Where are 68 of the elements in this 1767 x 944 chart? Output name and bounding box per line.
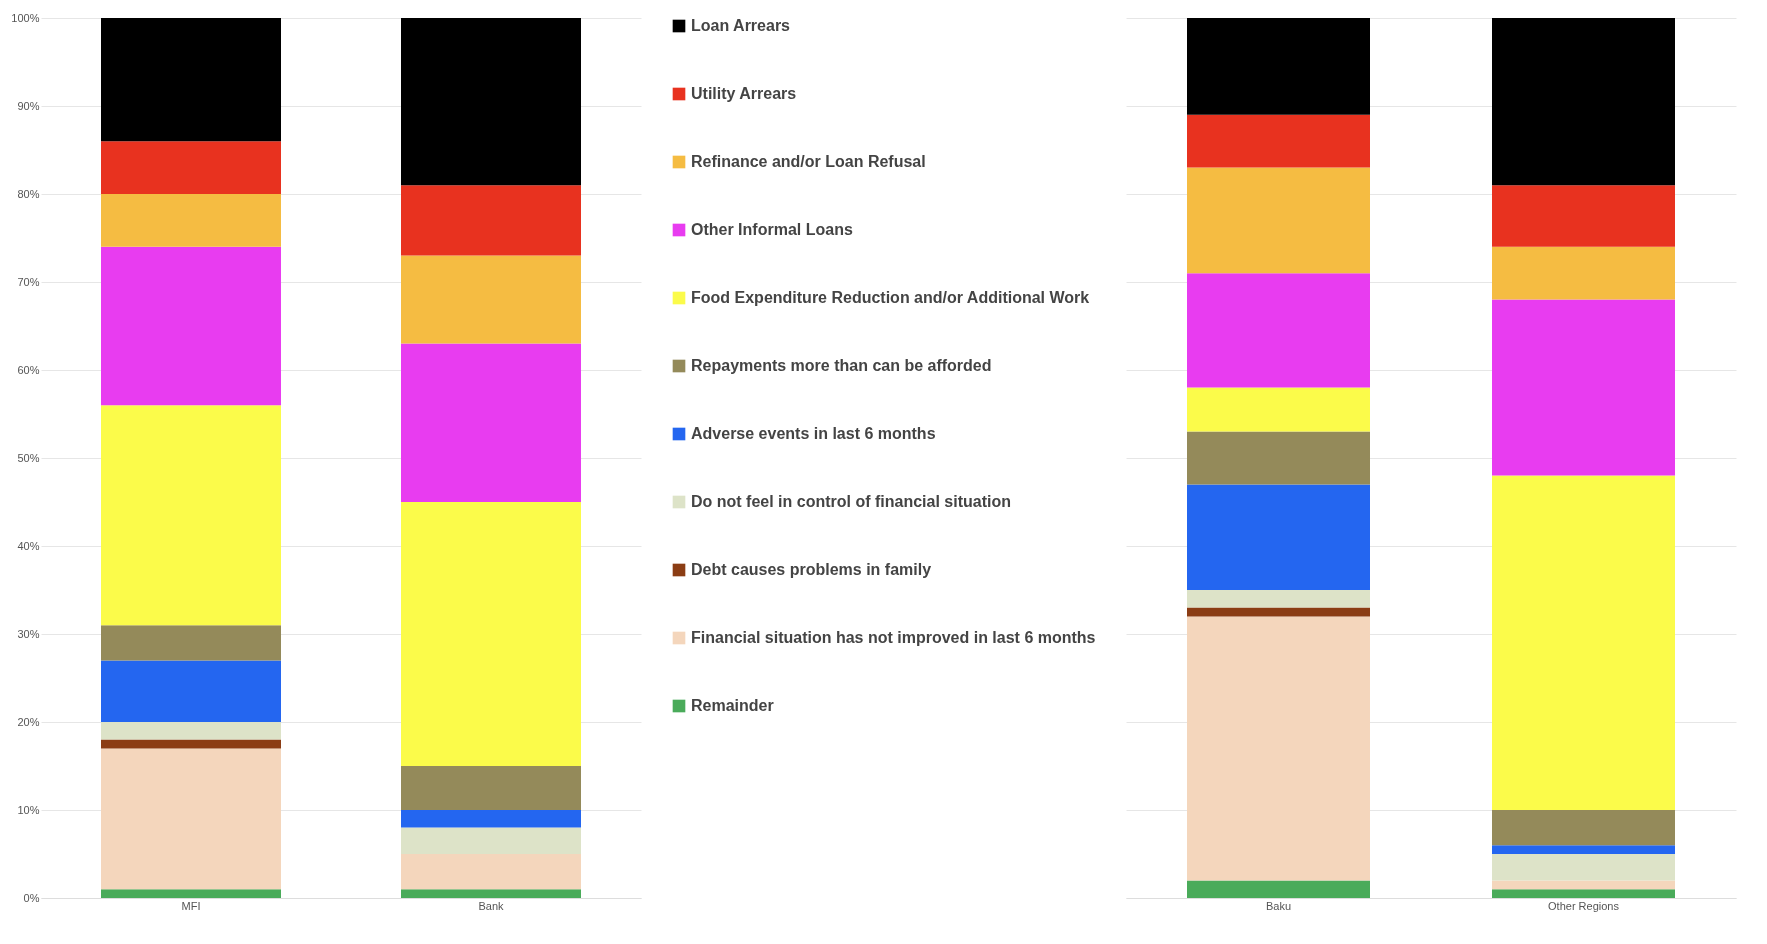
y-tick-label: 100%	[11, 11, 40, 24]
bar	[101, 246, 281, 406]
x-tick-label: Baku	[1265, 899, 1292, 912]
bar	[1187, 273, 1370, 388]
bar	[401, 810, 581, 828]
legend-label: Loan Arrears	[691, 17, 791, 34]
bar	[1492, 18, 1675, 186]
y-tick-label: 70%	[17, 275, 40, 288]
y-tick-label: 20%	[17, 715, 40, 728]
bar	[1187, 590, 1370, 608]
legend-label: Refinance and/or Loan Refusal	[691, 153, 926, 170]
legend-label: Financial situation has not improved in last 6 months	[691, 629, 1096, 646]
bar	[401, 889, 581, 898]
legend-label: Remainder	[691, 697, 774, 714]
bar	[1492, 854, 1675, 881]
bar	[101, 660, 281, 722]
legend-label: Other Informal Loans	[691, 221, 853, 238]
bar	[401, 766, 581, 810]
y-tick-label: 30%	[17, 627, 40, 640]
bar	[1492, 845, 1675, 854]
bar	[101, 194, 281, 247]
bar	[1187, 114, 1370, 168]
y-tick-label: 90%	[17, 99, 40, 112]
bar	[101, 739, 281, 749]
bar	[1492, 246, 1675, 300]
y-tick-label: 10%	[17, 803, 40, 816]
bar	[1187, 387, 1370, 432]
y-tick-label: 40%	[17, 539, 40, 552]
bar	[101, 722, 281, 740]
bar	[401, 827, 581, 854]
bar	[1187, 607, 1370, 617]
bar	[401, 502, 581, 766]
bar	[1187, 18, 1370, 115]
bar	[401, 854, 581, 890]
legend-label: Do not feel in control of financial situation	[691, 493, 1011, 510]
bar	[1492, 185, 1675, 247]
bar	[401, 343, 581, 502]
bar	[1187, 431, 1370, 485]
bar	[1492, 299, 1675, 476]
legend-label: Repayments more than can be afforded	[691, 357, 992, 374]
bar	[1492, 810, 1675, 846]
bar	[101, 141, 281, 194]
bar	[101, 748, 281, 890]
bar	[101, 405, 281, 626]
bar	[101, 18, 281, 142]
y-tick-label: 0%	[23, 891, 40, 904]
y-tick-label: 80%	[17, 187, 40, 200]
x-tick-label: Bank	[478, 899, 505, 912]
bar	[1187, 484, 1370, 590]
bar	[401, 255, 581, 344]
x-tick-label: Other Regions	[1548, 899, 1620, 912]
bar	[401, 185, 581, 256]
bar	[1187, 880, 1370, 898]
y-tick-label: 50%	[17, 451, 40, 464]
bar	[1492, 475, 1675, 810]
bar	[1187, 167, 1370, 274]
x-tick-label: MFI	[181, 899, 201, 912]
bar	[101, 889, 281, 898]
bar	[101, 625, 281, 661]
bar	[401, 18, 581, 186]
legend-label: Food Expenditure Reduction and/or Additional Work	[691, 289, 1090, 306]
legend-label: Debt causes problems in family	[691, 561, 932, 578]
legend-label: Utility Arrears	[691, 85, 797, 102]
bar	[1187, 616, 1370, 881]
bar	[1492, 880, 1675, 890]
bar	[1492, 889, 1675, 898]
y-tick-label: 60%	[17, 363, 40, 376]
legend-label: Adverse events in last 6 months	[691, 425, 936, 442]
